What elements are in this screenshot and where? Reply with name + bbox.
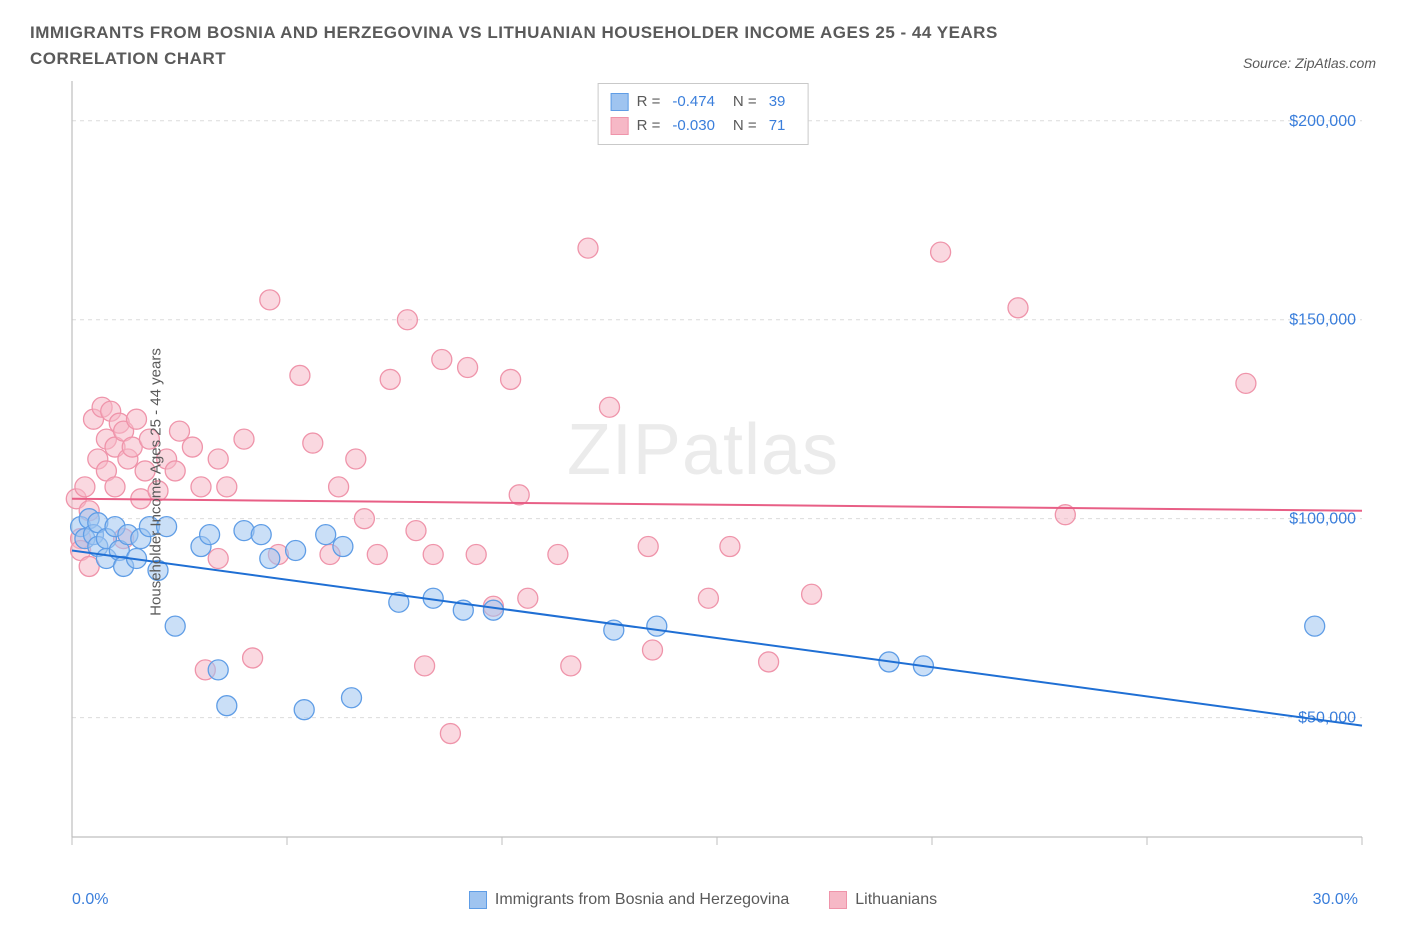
legend-item-bosnia: Immigrants from Bosnia and Herzegovina xyxy=(469,891,789,909)
x-axis-max: 30.0% xyxy=(1313,891,1358,909)
correlation-legend: R =-0.474N =39R =-0.030N =71 xyxy=(598,83,809,145)
legend-label: Immigrants from Bosnia and Herzegovina xyxy=(495,891,789,909)
correlation-row: R =-0.474N =39 xyxy=(611,90,796,114)
series-legend: 0.0% Immigrants from Bosnia and Herzegov… xyxy=(30,891,1376,909)
source-label: Source: ZipAtlas.com xyxy=(1243,55,1376,71)
svg-text:$200,000: $200,000 xyxy=(1289,113,1356,130)
chart-title: IMMIGRANTS FROM BOSNIA AND HERZEGOVINA V… xyxy=(30,20,1130,71)
legend-label: Lithuanians xyxy=(855,891,937,909)
legend-swatch-icon xyxy=(469,891,487,909)
legend-item-lithuanians: Lithuanians xyxy=(829,891,937,909)
y-axis-label: Householder Income Ages 25 - 44 years xyxy=(147,348,164,616)
svg-text:$100,000: $100,000 xyxy=(1289,511,1356,528)
legend-swatch-icon xyxy=(829,891,847,909)
x-axis-min: 0.0% xyxy=(72,891,108,909)
svg-text:$150,000: $150,000 xyxy=(1289,312,1356,329)
correlation-row: R =-0.030N =71 xyxy=(611,114,796,138)
chart-container: Householder Income Ages 25 - 44 years ZI… xyxy=(30,77,1376,887)
scatter-plot: $50,000$100,000$150,000$200,000 xyxy=(30,77,1376,847)
